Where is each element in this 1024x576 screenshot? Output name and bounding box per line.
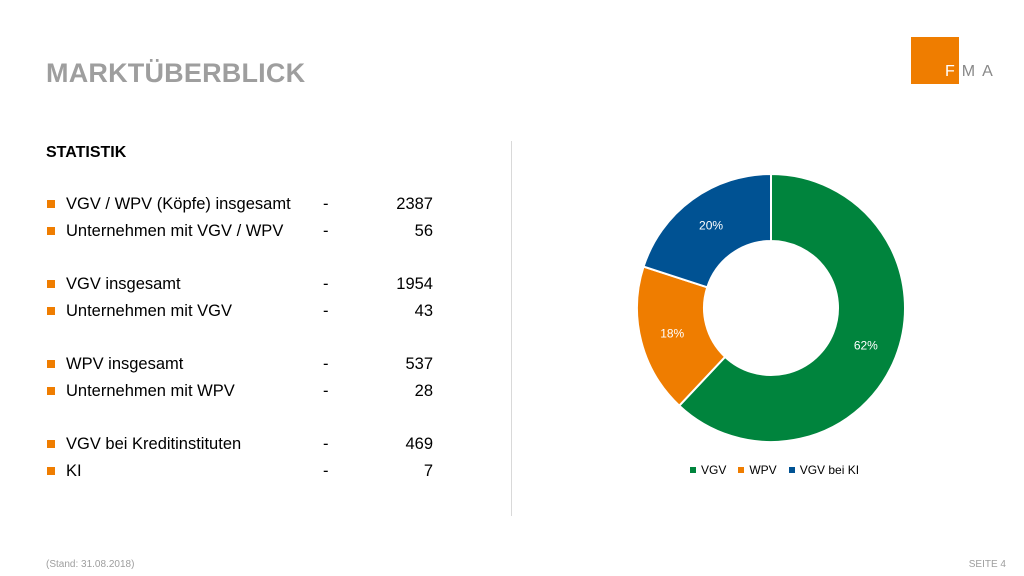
legend-item: WPV	[738, 463, 777, 477]
stat-row: VGV / WPV (Köpfe) insgesamt - 2387	[47, 194, 447, 221]
stat-label: VGV bei Kreditinstituten	[66, 435, 242, 453]
fma-logo: FMA	[911, 37, 1011, 87]
legend-item: VGV	[690, 463, 726, 477]
stat-dash: -	[323, 275, 329, 293]
stat-value: 1954	[396, 275, 433, 293]
stat-row: VGV insgesamt - 1954	[47, 274, 447, 301]
legend-swatch	[788, 467, 795, 473]
slice-value-label: 62%	[854, 339, 878, 353]
legend-label: VGV	[701, 463, 727, 477]
logo-text: FMA	[945, 63, 1000, 81]
stat-dash: -	[323, 355, 329, 373]
stat-value: 28	[414, 382, 433, 400]
legend-swatch	[738, 467, 745, 473]
stat-label: VGV / WPV (Köpfe) insgesamt	[66, 195, 291, 213]
stat-dash: -	[323, 302, 329, 320]
section-heading: STATISTIK	[46, 144, 127, 161]
stat-row: KI - 7	[47, 461, 447, 488]
chart-legend: VGV WPV VGV bei KI	[690, 463, 859, 477]
legend-swatch	[690, 467, 696, 473]
stat-value: 56	[414, 222, 433, 240]
page-title: MARKTÜBERBLICK	[46, 58, 306, 88]
stat-row: Unternehmen mit VGV / WPV - 56	[47, 221, 447, 248]
stat-value: 7	[423, 462, 433, 480]
slice-value-label: 18%	[660, 326, 684, 340]
legend-item: VGV bei KI	[788, 463, 860, 477]
logo-letter-f: F	[945, 63, 962, 80]
bullet-square	[47, 360, 55, 368]
logo-box	[911, 37, 959, 84]
footer-stand: (Stand: 31.08.2018)	[46, 559, 135, 570]
logo-letters-rest: MA	[961, 63, 1000, 80]
stat-label: VGV insgesamt	[66, 275, 181, 293]
footer-page-number: SEITE 4	[968, 559, 1006, 570]
stat-value: 469	[405, 435, 433, 453]
stat-label: Unternehmen mit VGV / WPV	[66, 222, 284, 240]
donut-slice-vgv-bei-ki	[642, 172, 772, 289]
stat-row: Unternehmen mit WPV - 28	[47, 381, 447, 408]
bullet-square	[47, 307, 55, 315]
slice-value-label: 20%	[699, 218, 723, 232]
stat-value: 43	[414, 302, 433, 320]
stat-value: 537	[405, 355, 433, 373]
stat-value: 2387	[396, 195, 433, 213]
stat-dash: -	[323, 435, 329, 453]
stat-row: VGV bei Kreditinstituten - 469	[47, 434, 447, 461]
stat-dash: -	[323, 195, 329, 213]
vertical-divider	[511, 141, 512, 516]
stat-dash: -	[323, 222, 329, 240]
stat-dash: -	[323, 382, 329, 400]
stat-label: Unternehmen mit WPV	[66, 382, 235, 400]
stat-label: KI	[66, 462, 82, 480]
legend-label: WPV	[749, 463, 777, 477]
legend-label: VGV bei KI	[799, 463, 860, 477]
donut-slice-vgv	[677, 172, 906, 443]
bullet-square	[47, 227, 55, 235]
bullet-square	[47, 280, 55, 288]
stat-label: Unternehmen mit VGV	[66, 302, 232, 320]
stat-row: Unternehmen mit VGV - 43	[47, 301, 447, 328]
bullet-square	[47, 467, 55, 475]
stats-list: VGV / WPV (Köpfe) insgesamt - 2387 Unter…	[47, 194, 447, 488]
donut-chart: 62% 18% 20%	[636, 172, 906, 443]
stat-row: WPV insgesamt - 537	[47, 354, 447, 381]
stat-label: WPV insgesamt	[66, 355, 184, 373]
bullet-square	[47, 440, 55, 448]
bullet-square	[47, 200, 55, 208]
stat-dash: -	[323, 462, 329, 480]
bullet-square	[47, 387, 55, 395]
